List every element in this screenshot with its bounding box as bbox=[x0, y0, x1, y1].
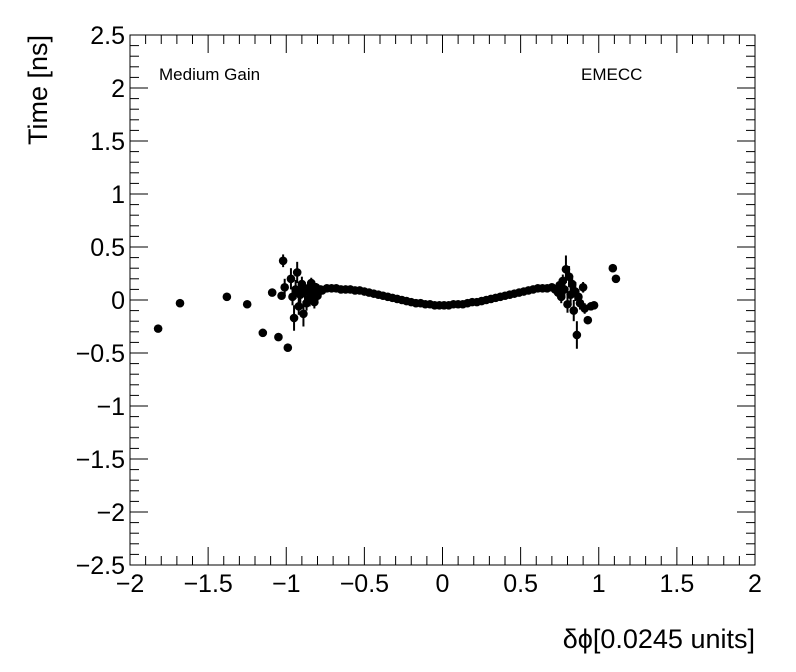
x-tick-label: 1.5 bbox=[659, 570, 694, 598]
x-tick-labels: −2 −1.5 −1 −0.5 0 0.5 1 1.5 2 bbox=[116, 570, 762, 598]
data-point bbox=[564, 272, 574, 281]
data-point bbox=[556, 292, 566, 302]
data-point bbox=[561, 264, 571, 274]
x-axis-title: δϕ[0.0245 units] bbox=[563, 624, 755, 654]
data-point bbox=[280, 282, 289, 292]
data-point bbox=[274, 332, 283, 342]
x-major-ticks bbox=[129, 35, 756, 565]
data-point bbox=[289, 313, 299, 323]
y-tick-label: −1 bbox=[96, 393, 125, 421]
y-tick-label: 0.5 bbox=[90, 234, 125, 262]
plot-frame bbox=[129, 34, 756, 566]
x-tick-label: −2 bbox=[116, 570, 145, 598]
y-tick-label: 1.5 bbox=[90, 128, 125, 156]
y-tick-label: −2.5 bbox=[76, 552, 125, 580]
y-tick-label: −1.5 bbox=[76, 446, 125, 474]
y-tick-label: 1 bbox=[111, 181, 125, 209]
x-tick-label: −1 bbox=[272, 570, 301, 598]
y-tick-label: −0.5 bbox=[76, 340, 125, 368]
x-tick-label: 2 bbox=[748, 570, 762, 598]
y-tick-label: −2 bbox=[96, 499, 125, 527]
y-minor-ticks bbox=[130, 45, 755, 555]
data-point bbox=[558, 276, 568, 286]
x-tick-label: 0.5 bbox=[503, 570, 538, 598]
data-point bbox=[299, 309, 308, 319]
data-point bbox=[286, 274, 296, 284]
data-point bbox=[569, 306, 579, 315]
data-point bbox=[292, 268, 302, 277]
x-tick-label: 1 bbox=[592, 570, 606, 598]
data-point bbox=[258, 328, 268, 338]
gain-label: Medium Gain bbox=[159, 65, 260, 84]
data-point bbox=[278, 256, 288, 266]
data-point bbox=[297, 279, 307, 289]
y-axis-title: Time [ns] bbox=[23, 35, 53, 145]
data-point bbox=[175, 298, 185, 308]
x-tick-label: 0 bbox=[436, 570, 450, 598]
y-tick-label: 2.5 bbox=[90, 22, 125, 50]
data-point bbox=[583, 315, 593, 325]
data-point bbox=[563, 299, 572, 309]
data-point bbox=[153, 324, 163, 333]
data-point bbox=[267, 288, 277, 297]
data-point bbox=[294, 302, 304, 311]
data-point bbox=[560, 285, 569, 294]
data-point bbox=[611, 274, 621, 284]
x-tick-label: −0.5 bbox=[340, 570, 389, 598]
data-point bbox=[572, 330, 582, 340]
data-point bbox=[222, 292, 232, 302]
data-point bbox=[589, 301, 599, 310]
data-points bbox=[153, 256, 621, 353]
y-tick-label: 2 bbox=[111, 75, 125, 103]
x-minor-ticks bbox=[145, 35, 740, 565]
data-point bbox=[310, 297, 319, 307]
y-tick-label: 0 bbox=[111, 287, 125, 315]
data-point bbox=[283, 343, 293, 353]
x-tick-label: −1.5 bbox=[183, 570, 232, 598]
data-point bbox=[567, 279, 577, 289]
data-point bbox=[242, 299, 252, 309]
y-tick-labels: −2.5 −2 −1.5 −1 −0.5 0 0.5 1 1.5 2 2.5 bbox=[76, 22, 125, 580]
data-point bbox=[288, 292, 297, 302]
detector-label: EMECC bbox=[581, 65, 642, 84]
data-point bbox=[578, 282, 588, 292]
data-point bbox=[277, 291, 286, 301]
y-major-ticks bbox=[130, 34, 755, 566]
data-point bbox=[608, 263, 618, 273]
